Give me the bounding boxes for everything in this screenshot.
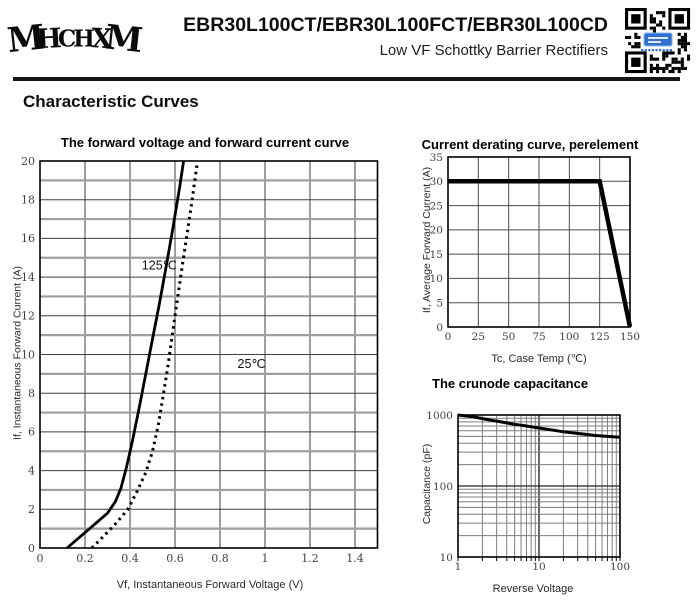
svg-text:12: 12	[21, 310, 35, 323]
svg-text:100: 100	[559, 331, 579, 343]
svg-text:0: 0	[436, 322, 443, 334]
svg-text:50: 50	[502, 331, 515, 343]
svg-text:30: 30	[430, 176, 443, 188]
svg-text:150: 150	[620, 331, 640, 343]
svg-text:0: 0	[445, 331, 452, 343]
svg-text:100: 100	[610, 561, 630, 573]
chart-plot-area: 0 25 50 75 100 125 150 0 5 10 15 20 25 30 35	[430, 152, 640, 343]
x-axis-label: Tc, Case Temp (℃)	[491, 353, 587, 365]
svg-text:0.6: 0.6	[166, 552, 184, 565]
doc-title: EBR30L100CT/EBR30L100FCT/EBR30L100CD	[183, 14, 608, 36]
svg-text:10: 10	[532, 561, 545, 573]
svg-text:75: 75	[532, 331, 545, 343]
doc-subtitle: Low VF Schottky Barrier Rectifiers	[379, 42, 608, 59]
svg-text:0.2: 0.2	[76, 552, 94, 565]
svg-text:M: M	[103, 17, 145, 61]
svg-text:1000: 1000	[426, 410, 453, 422]
svg-text:1: 1	[455, 561, 462, 573]
svg-text:M: M	[5, 17, 47, 61]
x-axis-label: Vf, Instantaneous Forward Voltage (V)	[116, 579, 304, 591]
svg-text:15: 15	[430, 249, 443, 261]
svg-text:H: H	[36, 23, 63, 55]
svg-text:18: 18	[21, 194, 35, 207]
qr-code	[621, 6, 695, 76]
svg-text:2: 2	[28, 503, 35, 516]
svg-text:1.4: 1.4	[346, 552, 364, 565]
svg-text:10: 10	[440, 552, 453, 564]
section-heading: Characteristic Curves	[23, 92, 199, 111]
chart-title: The crunode capacitance	[432, 376, 589, 391]
svg-text:5: 5	[436, 298, 443, 310]
svg-text:0: 0	[37, 552, 44, 565]
chart-plot-area: 125℃ 25℃ 0 0.2 0.4 0.6 0.8 1 1.2 1.4 0 2 4 6 8 10 12 14 16…	[21, 155, 379, 565]
svg-text:0.4: 0.4	[121, 552, 139, 565]
svg-text:1: 1	[262, 552, 269, 565]
svg-text:6: 6	[28, 426, 35, 439]
svg-text:100: 100	[433, 481, 453, 493]
header-rule	[13, 77, 680, 81]
svg-text:0.8: 0.8	[211, 552, 229, 565]
svg-text:25: 25	[430, 200, 443, 212]
chart-forward-voltage-current: The forward voltage and forward current …	[0, 130, 420, 601]
svg-text:25: 25	[472, 331, 485, 343]
svg-text:X: X	[91, 23, 114, 55]
svg-text:20: 20	[21, 155, 35, 168]
svg-text:8: 8	[28, 387, 35, 400]
chart-title: The forward voltage and forward current …	[60, 135, 350, 150]
svg-text:H: H	[73, 25, 95, 52]
svg-text:4: 4	[28, 464, 35, 477]
svg-text:20: 20	[430, 225, 443, 237]
svg-text:14: 14	[21, 271, 35, 284]
svg-text:35: 35	[430, 152, 443, 164]
svg-text:10: 10	[21, 348, 35, 361]
svg-text:0: 0	[28, 542, 35, 555]
chart-current-derating: Current derating curve, perelement If, A…	[410, 130, 699, 373]
svg-text:C: C	[58, 25, 76, 52]
svg-text:125℃: 125℃	[142, 258, 177, 272]
x-axis-label: Reverse Voltage	[492, 583, 574, 595]
svg-text:125: 125	[590, 331, 610, 343]
chart-title: Current derating curve, perelement	[421, 137, 639, 152]
svg-text:1.2: 1.2	[301, 552, 319, 565]
chart-junction-capacitance: The crunode capacitance Capacitance (pF)…	[410, 373, 699, 601]
svg-text:16: 16	[21, 232, 35, 245]
svg-text:10: 10	[430, 273, 443, 285]
svg-text:25℃: 25℃	[238, 357, 266, 371]
